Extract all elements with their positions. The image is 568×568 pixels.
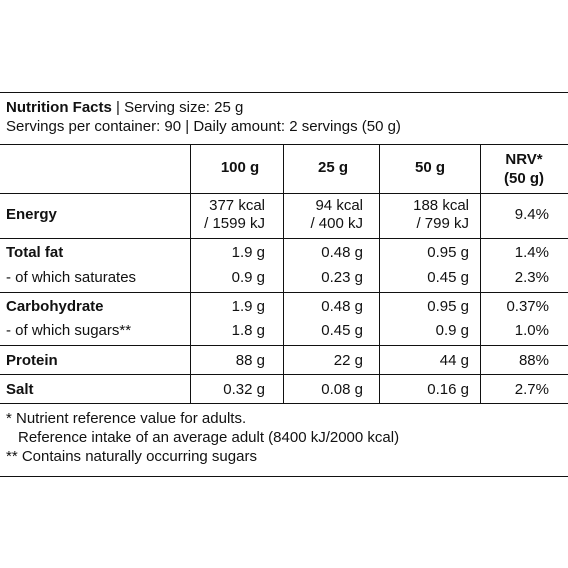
column-header-50g: 50 g [414,159,445,176]
divider [0,238,568,239]
footnote-sugars: ** Contains naturally occurring sugars [6,448,257,465]
carbohydrate-25g: 0.48 g [321,298,363,315]
total-fat-nrv: 1.4% [514,244,549,261]
protein-50g: 44 g [439,352,469,369]
sugars-nrv: 1.0% [514,322,549,339]
carbohydrate-50g: 0.95 g [427,298,469,315]
column-divider [283,144,284,403]
column-divider [379,144,380,403]
row-label-saturates: - of which saturates [6,269,137,286]
carbohydrate-100g: 1.9 g [231,298,265,315]
sugars-100g: 1.8 g [231,322,265,339]
energy-50g-kcal: 188 kcal [413,197,469,214]
protein-100g: 88 g [235,352,265,369]
divider [0,403,568,404]
column-header-nrv: NRV* (50 g) [486,150,562,188]
saturates-nrv: 2.3% [514,269,549,286]
nrv-label: NRV* [505,151,543,168]
column-divider [190,144,191,403]
row-label-salt: Salt [6,381,34,398]
divider [0,345,568,346]
salt-25g: 0.08 g [321,381,363,398]
divider [0,374,568,375]
divider [0,292,568,293]
label-title: Nutrition Facts [6,99,112,116]
row-label-sugars: - of which sugars** [6,322,132,339]
servings-line: Servings per container: 90 | Daily amoun… [6,118,401,135]
footnote-nrv: * Nutrient reference value for adults. [6,410,247,427]
total-fat-100g: 1.9 g [231,244,265,261]
energy-25g-kcal: 94 kcal [315,197,363,214]
salt-100g: 0.32 g [223,381,265,398]
divider [0,144,568,145]
salt-50g: 0.16 g [427,381,469,398]
column-header-25g: 25 g [317,159,348,176]
saturates-50g: 0.45 g [427,269,469,286]
row-label-energy: Energy [6,206,57,223]
row-label-protein: Protein [6,352,58,369]
total-fat-50g: 0.95 g [427,244,469,261]
nrv-portion: (50 g) [503,170,544,187]
column-divider [480,144,481,403]
row-label-total-fat: Total fat [6,244,64,261]
serving-size: | Serving size: 25 g [116,99,244,116]
nutrition-label: Nutrition Facts | Serving size: 25 g Ser… [0,92,568,477]
energy-50g-kj: / 799 kJ [416,215,469,232]
footnotes: * Nutrient reference value for adults. R… [6,409,399,466]
protein-nrv: 88% [518,352,549,369]
energy-nrv: 9.4% [514,206,549,223]
energy-100g-kj: / 1599 kJ [204,215,265,232]
column-header-100g: 100 g [220,159,260,176]
row-label-carbohydrate: Carbohydrate [6,298,104,315]
energy-25g-kj: / 400 kJ [310,215,363,232]
divider [0,193,568,194]
saturates-100g: 0.9 g [231,269,265,286]
salt-nrv: 2.7% [514,381,549,398]
sugars-25g: 0.45 g [321,322,363,339]
energy-100g-kcal: 377 kcal [209,197,265,214]
label-header: Nutrition Facts | Serving size: 25 g Ser… [6,98,401,136]
sugars-50g: 0.9 g [435,322,469,339]
protein-25g: 22 g [333,352,363,369]
footnote-reference-intake: Reference intake of an average adult (84… [18,429,400,446]
carbohydrate-nrv: 0.37% [506,298,549,315]
total-fat-25g: 0.48 g [321,244,363,261]
saturates-25g: 0.23 g [321,269,363,286]
